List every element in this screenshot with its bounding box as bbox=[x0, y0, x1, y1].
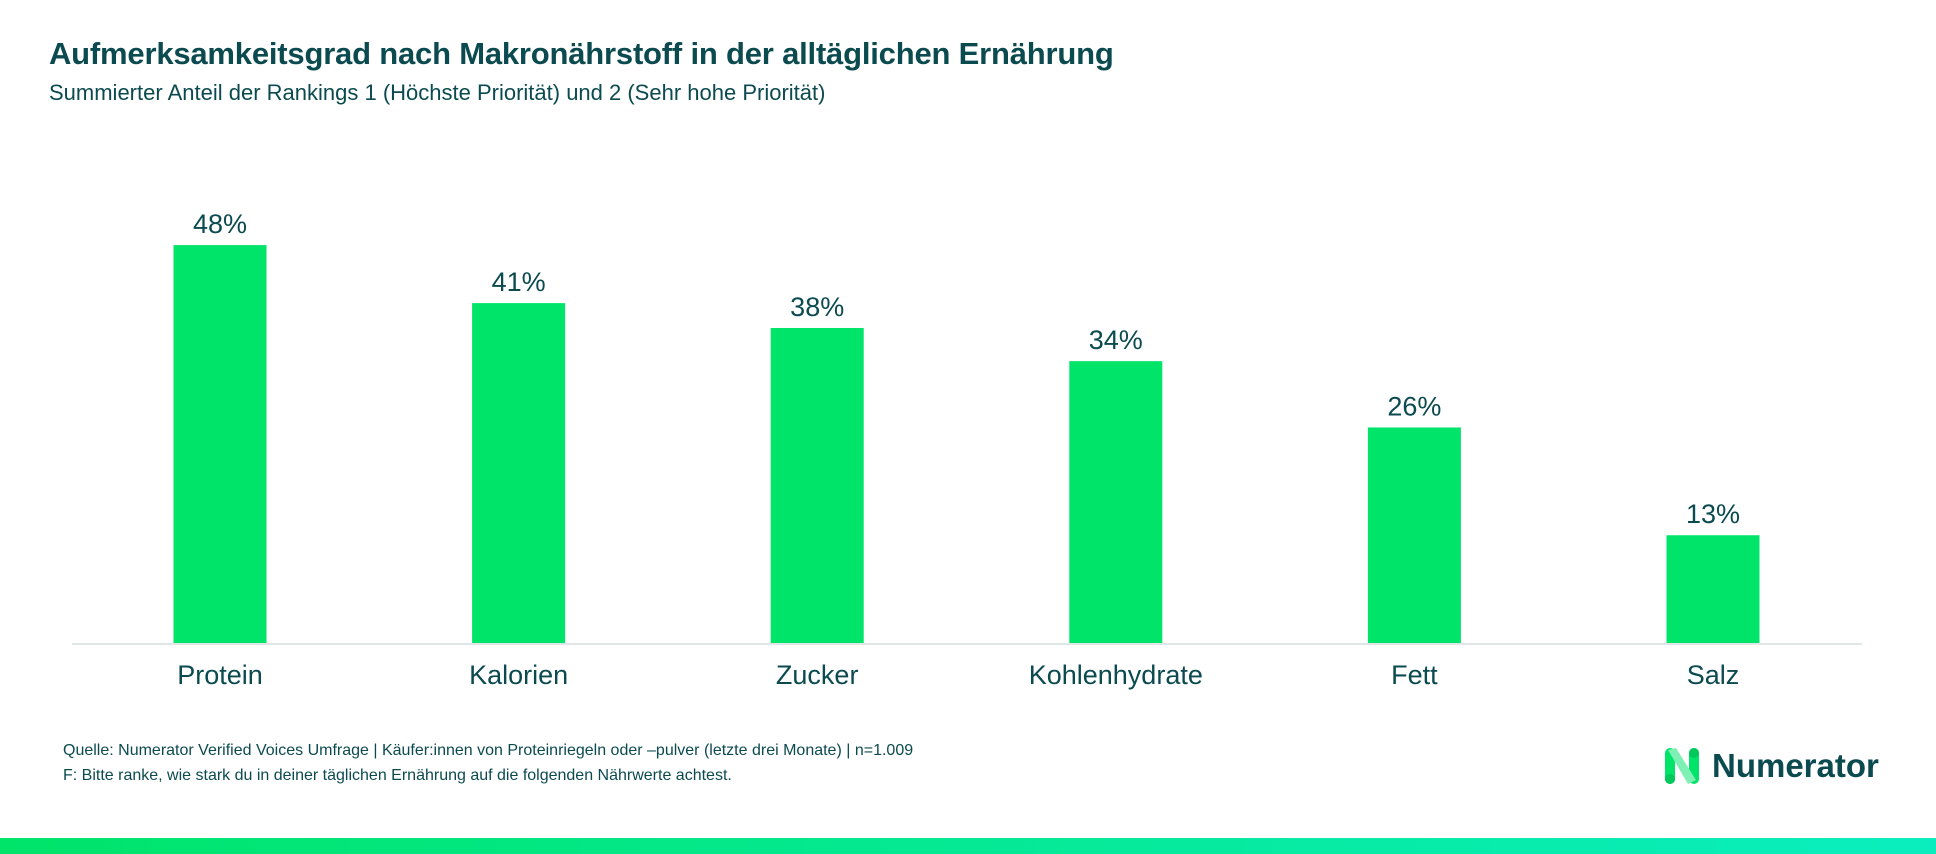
data-label: 38% bbox=[790, 292, 844, 322]
bar-chart: 48% Protein 41% Kalorien 38% Zucker 34% Kohlenh… bbox=[72, 209, 1862, 690]
numerator-n-logo-icon bbox=[1665, 748, 1699, 784]
data-label: 26% bbox=[1387, 391, 1441, 421]
data-label: 48% bbox=[193, 209, 247, 239]
bar-zucker bbox=[770, 327, 864, 643]
category-label: Salz bbox=[1687, 660, 1740, 690]
bottom-gradient-bar bbox=[0, 838, 1936, 854]
logo-text: Numerator bbox=[1712, 747, 1879, 784]
data-label: 41% bbox=[492, 267, 546, 297]
category-label: Kohlenhydrate bbox=[1029, 660, 1203, 690]
chart-title: Aufmerksamkeitsgrad nach Makronährstoff … bbox=[49, 36, 1114, 71]
category-label: Fett bbox=[1391, 660, 1438, 690]
category-label: Protein bbox=[177, 660, 263, 690]
data-label: 34% bbox=[1089, 325, 1143, 355]
question-note: F: Bitte ranke, wie stark du in deiner t… bbox=[63, 767, 732, 784]
bar-kalorien bbox=[472, 303, 566, 643]
data-label: 13% bbox=[1686, 499, 1740, 529]
bar-protein bbox=[173, 245, 267, 643]
bar-salz bbox=[1666, 535, 1760, 643]
source-note: Quelle: Numerator Verified Voices Umfrag… bbox=[63, 742, 914, 759]
chart-subtitle: Summierter Anteil der Rankings 1 (Höchst… bbox=[49, 80, 826, 105]
bar-fett bbox=[1367, 427, 1461, 643]
category-label: Kalorien bbox=[469, 660, 568, 690]
numerator-logo: Numerator bbox=[1664, 746, 1879, 786]
bar-kohlenhydrate bbox=[1069, 361, 1163, 643]
category-label: Zucker bbox=[776, 660, 859, 690]
